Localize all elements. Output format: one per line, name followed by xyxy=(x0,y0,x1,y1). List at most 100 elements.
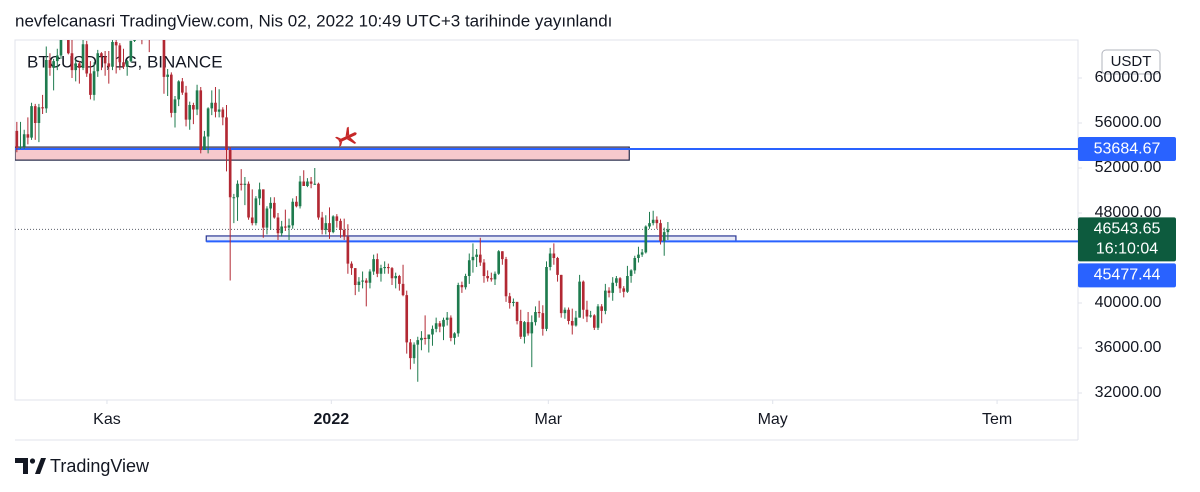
candle-body xyxy=(434,323,438,329)
candle-body xyxy=(648,223,651,227)
candle-body xyxy=(339,220,342,230)
candle-body xyxy=(655,219,659,224)
candle-body xyxy=(559,274,563,314)
candle-body xyxy=(254,198,258,224)
candle-body xyxy=(328,223,331,233)
candle-body xyxy=(607,290,611,293)
candle-body xyxy=(287,225,291,228)
y-tick-label: 60000.00 xyxy=(1095,69,1162,86)
candle-body xyxy=(600,306,603,311)
candle-body xyxy=(401,283,405,296)
candle-body xyxy=(519,321,523,337)
candle-body xyxy=(221,109,225,118)
x-tick-label: Kas xyxy=(93,411,121,428)
candle-body xyxy=(471,256,475,261)
candle-body xyxy=(111,42,114,67)
candle-body xyxy=(604,290,607,311)
candle-body xyxy=(574,317,578,326)
candle-body xyxy=(261,189,265,228)
candle-body xyxy=(512,301,515,304)
price-label: 46543.65 xyxy=(1094,221,1161,238)
candle-body xyxy=(482,262,486,277)
candle-body xyxy=(250,217,254,224)
candle-body xyxy=(409,342,412,359)
candle-body xyxy=(26,134,30,138)
candle-body xyxy=(423,337,427,340)
x-tick-label: May xyxy=(758,411,788,428)
candle-body xyxy=(184,92,188,120)
candle-body xyxy=(530,322,534,334)
candle-body xyxy=(387,267,390,269)
candle-body xyxy=(243,183,247,185)
candle-body xyxy=(478,254,482,263)
candle-body xyxy=(394,276,398,279)
footer-brand: TradingView xyxy=(50,456,150,476)
candle-body xyxy=(188,105,192,120)
candle-body xyxy=(526,322,530,334)
candle-body xyxy=(206,108,210,137)
candle-body xyxy=(626,276,629,292)
candle-body xyxy=(364,280,368,283)
candle-body xyxy=(199,90,203,151)
candle-body xyxy=(70,53,74,71)
candle-body xyxy=(166,74,169,77)
candle-body xyxy=(239,183,243,185)
candle-body xyxy=(640,252,644,255)
candle-body xyxy=(390,268,394,279)
candle-body xyxy=(449,317,453,338)
candle-body xyxy=(405,295,409,343)
candle-body xyxy=(114,42,118,46)
y-tick-label: 36000.00 xyxy=(1095,339,1162,356)
candle-body xyxy=(133,40,136,41)
candle-body xyxy=(659,223,662,242)
candle-body xyxy=(169,74,173,113)
candle-body xyxy=(195,90,199,110)
candle-body xyxy=(331,216,335,233)
candle-body xyxy=(44,60,48,109)
candle-body xyxy=(375,259,379,274)
candle-body xyxy=(515,301,519,322)
candle-body xyxy=(15,130,19,148)
candle-body xyxy=(19,146,22,148)
candle-body xyxy=(497,251,501,274)
candle-body xyxy=(534,312,537,323)
candle-body xyxy=(508,296,512,304)
candle-body xyxy=(247,183,250,218)
candle-body xyxy=(210,102,214,109)
candle-body xyxy=(173,99,177,113)
candle-body xyxy=(67,40,70,54)
candle-body xyxy=(30,106,33,138)
candle-body xyxy=(85,44,89,74)
candle-body xyxy=(276,217,280,234)
candle-body xyxy=(107,63,111,67)
candle-body xyxy=(177,81,181,100)
candle-body xyxy=(398,276,401,284)
candle-body xyxy=(125,61,129,67)
y-tick-label: 48000.00 xyxy=(1095,204,1162,221)
candle-body xyxy=(41,107,44,109)
candle-body xyxy=(589,315,592,317)
candle-body xyxy=(92,71,96,95)
candle-body xyxy=(298,181,302,207)
candle-body xyxy=(317,183,320,218)
candle-body xyxy=(383,267,386,269)
candle-body xyxy=(33,106,37,124)
candle-body xyxy=(181,81,184,93)
candle-body xyxy=(225,117,228,151)
candle-body xyxy=(456,285,460,334)
candle-body xyxy=(48,60,52,68)
candle-body xyxy=(306,181,309,187)
candle-body xyxy=(357,281,361,286)
candle-body xyxy=(78,63,81,68)
candle-body xyxy=(217,109,221,112)
candle-body xyxy=(295,201,298,207)
price-label-box xyxy=(1078,217,1176,262)
candle-body xyxy=(342,229,346,237)
candle-body xyxy=(504,259,508,297)
candle-body xyxy=(361,280,364,282)
candle-body xyxy=(280,226,283,234)
candle-body xyxy=(103,56,107,64)
candle-body xyxy=(272,202,276,218)
